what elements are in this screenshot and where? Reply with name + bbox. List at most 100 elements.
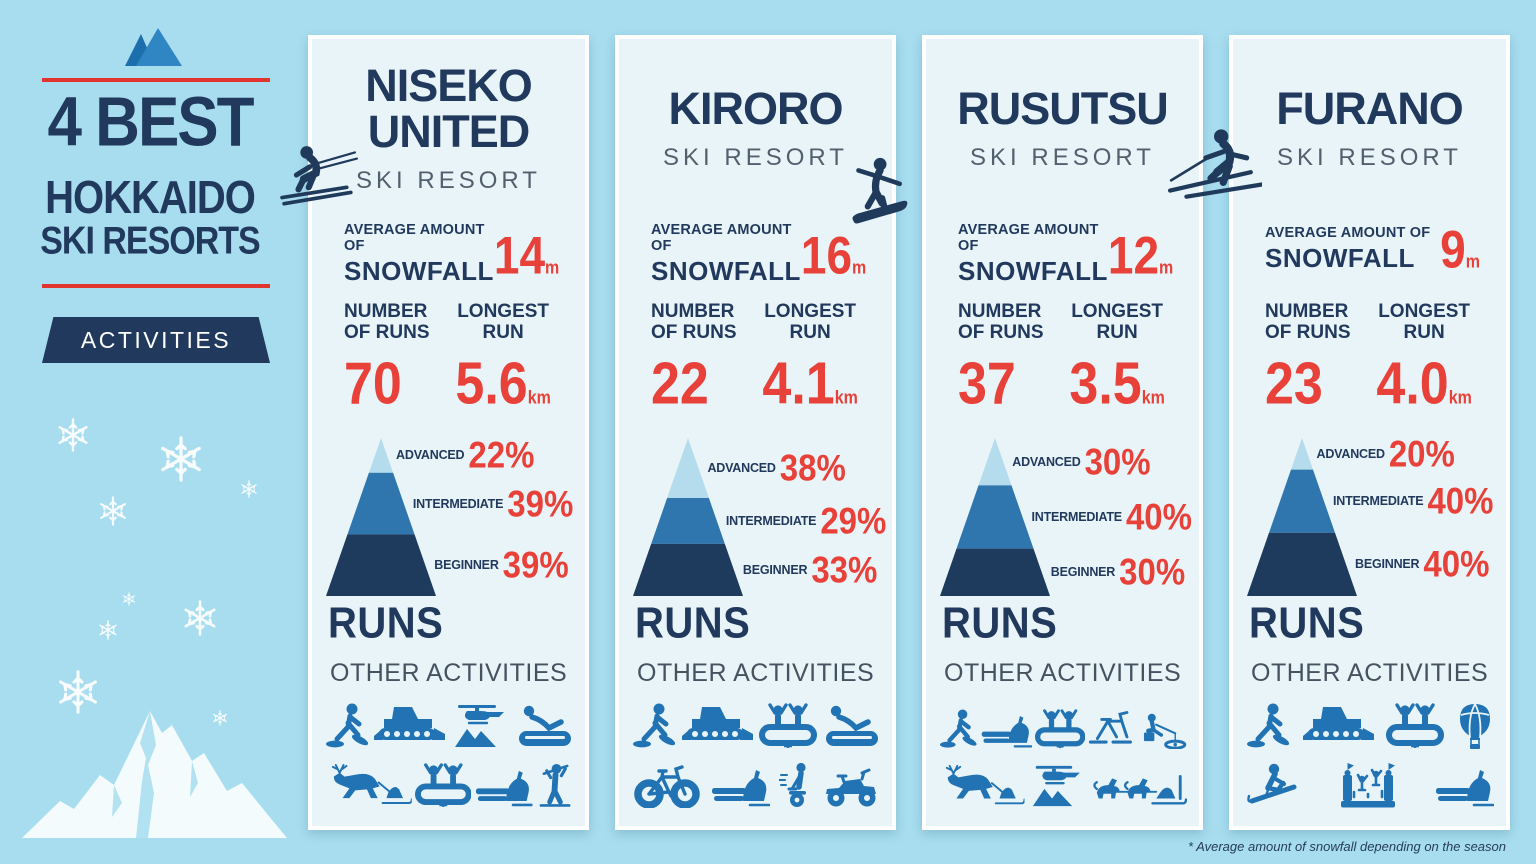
runs-word: RUNS	[942, 598, 1058, 648]
level-label: INTERMEDIATE	[1333, 494, 1424, 509]
resort-header: RUSUTSU SKI RESORT	[926, 53, 1199, 205]
activities-row	[1247, 758, 1494, 808]
resort-subtitle: SKI RESORT	[970, 143, 1155, 171]
heli-skiing-icon	[451, 703, 511, 749]
snowshoeing-icon	[326, 703, 370, 749]
activities-row	[940, 699, 1187, 749]
level-label: INTERMEDIATE	[1031, 510, 1123, 524]
longest-run-label: LONGEST RUN	[764, 301, 857, 344]
activities-grid	[326, 699, 573, 817]
snowfall-stat: AVERAGE AMOUNT OF SNOWFALL 16m	[651, 222, 866, 287]
level-label: BEGINNER	[434, 558, 499, 573]
level-row-advanced: ADVANCED 30%	[1012, 440, 1150, 481]
divider-line-bottom	[42, 284, 270, 288]
downhill-skier-icon	[279, 143, 359, 207]
snowcat-icon	[374, 703, 446, 749]
sidebar: 4 BEST HOKKAIDO SKI RESORTS ACTIVITIES	[0, 0, 300, 864]
longest-run-label: LONGEST RUN	[1071, 301, 1164, 344]
dog-sledding-icon	[1091, 764, 1187, 808]
number-of-runs-label: NUMBER OF RUNS	[1265, 301, 1351, 344]
snowflake-icon	[240, 480, 258, 503]
snowshoeing-icon	[940, 709, 978, 749]
number-of-runs-label: NUMBER OF RUNS	[344, 301, 430, 344]
bouncy-castle-icon	[1339, 762, 1397, 808]
snowshoeing-icon	[1247, 703, 1291, 749]
level-row-intermediate: INTERMEDIATE 40%	[1031, 496, 1193, 537]
activities-row	[1247, 699, 1494, 749]
other-activities-title: OTHER ACTIVITIES	[330, 659, 568, 687]
other-activities-title: OTHER ACTIVITIES	[637, 659, 875, 687]
resort-card-niseko-united: NISEKO UNITED SKI RESORT AVERAGE AMOUNT …	[308, 35, 589, 830]
snow-rafting-icon	[759, 703, 817, 749]
level-row-intermediate: INTERMEDIATE 40%	[1333, 480, 1494, 521]
level-percent: 40%	[1423, 543, 1490, 585]
difficulty-pyramid: ADVANCED 30% INTERMEDIATE 40% BEGINNER 30%	[938, 434, 1194, 616]
mountain-logo-icon	[124, 28, 182, 66]
longest-run-value: 3.5km	[1069, 350, 1165, 417]
level-percent: 39%	[502, 543, 569, 586]
snowmobile-icon	[710, 762, 770, 808]
level-label: BEGINNER	[1050, 565, 1116, 580]
snowflake-icon	[182, 600, 218, 641]
runs-pyramid-shape	[1247, 438, 1357, 596]
level-percent: 39%	[507, 482, 574, 524]
ski-biking-icon	[1087, 709, 1134, 749]
resort-name-line2: UNITED	[367, 106, 530, 157]
resort-header: FURANO SKI RESORT	[1233, 53, 1506, 205]
ribbon-label: ACTIVITIES	[80, 326, 232, 353]
activities-grid	[1247, 699, 1494, 817]
level-label: ADVANCED	[707, 461, 776, 476]
level-percent: 20%	[1388, 432, 1455, 474]
snowboarder-icon	[843, 156, 909, 228]
level-row-beginner: BEGINNER 33%	[743, 549, 877, 590]
snowflake-icon	[158, 436, 204, 487]
snowflake-icon	[122, 592, 136, 611]
level-label: BEGINNER	[1355, 557, 1420, 572]
activities-row	[940, 758, 1187, 808]
activities-row	[326, 699, 573, 749]
ice-fishing-icon	[1137, 709, 1187, 749]
snowshoeing-icon	[633, 703, 677, 749]
resort-header: NISEKO UNITED SKI RESORT	[312, 53, 585, 205]
mountain-illustration	[22, 703, 287, 838]
resort-name: RUSUTSU	[957, 83, 1169, 135]
carving-skier-icon	[1164, 126, 1262, 200]
level-row-beginner: BEGINNER 40%	[1355, 543, 1489, 584]
level-label: ADVANCED	[1012, 454, 1081, 469]
sledding-icon	[1247, 762, 1301, 808]
number-of-runs-value: 22	[651, 350, 709, 417]
level-label: INTERMEDIATE	[412, 496, 504, 511]
resort-card-furano: FURANO SKI RESORT AVERAGE AMOUNT OF SNOW…	[1229, 35, 1510, 830]
resort-subtitle: SKI RESORT	[663, 143, 848, 171]
snowfall-label-big: SNOWFALL	[651, 256, 801, 286]
snowmobile-icon	[1434, 762, 1494, 808]
resort-header: KIRORO SKI RESORT	[619, 53, 892, 205]
activities-grid	[633, 699, 880, 817]
level-percent: 30%	[1119, 551, 1186, 593]
snowmobile-icon	[474, 763, 533, 808]
other-activities-title: OTHER ACTIVITIES	[944, 659, 1182, 687]
snowfall-value: 12m	[1107, 224, 1174, 285]
resort-subtitle: SKI RESORT	[356, 166, 541, 194]
snow-rafting-icon	[1386, 703, 1444, 749]
number-of-runs-value: 37	[958, 350, 1016, 417]
number-of-runs-label: NUMBER OF RUNS	[958, 301, 1044, 344]
segway-icon	[779, 762, 813, 808]
longest-run-value: 4.1km	[762, 350, 858, 417]
longest-run-value: 5.6km	[455, 350, 551, 417]
activities-ribbon: ACTIVITIES	[42, 317, 270, 363]
activities-row	[326, 758, 573, 808]
snowflake-icon	[56, 418, 90, 457]
reindeer-sledding-icon	[326, 763, 412, 808]
level-row-intermediate: INTERMEDIATE 29%	[725, 500, 887, 541]
level-label: ADVANCED	[396, 448, 465, 463]
snowfall-value: 9m	[1440, 219, 1480, 279]
resort-name: NISEKO	[365, 60, 533, 112]
number-of-runs-value: 23	[1265, 350, 1323, 417]
level-label: INTERMEDIATE	[725, 513, 817, 528]
title-line-2: HOKKAIDO	[45, 172, 256, 224]
quad-bike-icon	[822, 762, 880, 808]
runs-stats: NUMBER OF RUNS 37 LONGEST RUN 3.5km	[958, 301, 1179, 417]
snowfall-label-big: SNOWFALL	[1265, 242, 1415, 273]
